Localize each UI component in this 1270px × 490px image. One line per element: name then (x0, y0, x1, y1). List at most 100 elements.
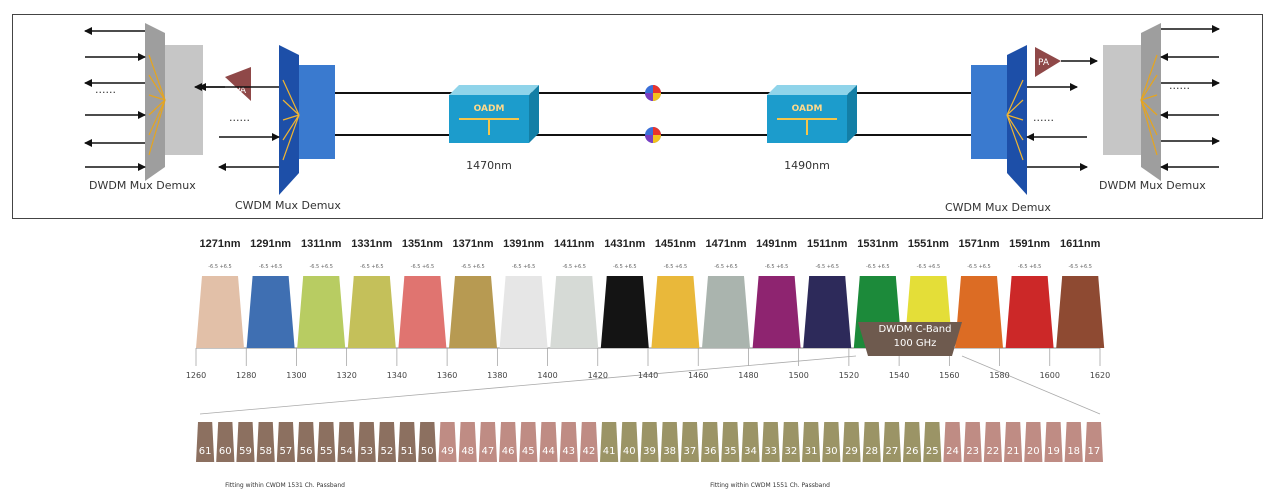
cwdm-spectrum-grid: -6.5 +6.5 -6.5 +6.5 -6.5 +6.5 -6.5 +6.5 -6.5… (0, 228, 1270, 490)
dwdm-channel-29 (842, 422, 861, 462)
dwdm-channel-51 (398, 422, 417, 462)
cwdm-channel-1571nm (955, 276, 1003, 348)
tolerance-label: -6.5 +6.5 (512, 264, 536, 270)
wavelength-label: 1571nm (958, 238, 1000, 250)
dwdm-channel-number: 56 (299, 446, 313, 457)
wavelength-label: 1451nm (654, 238, 696, 250)
dwdm-channel-57 (276, 422, 295, 462)
dwdm-channel-56 (297, 422, 316, 462)
wavelength-label: 1531nm (857, 238, 899, 250)
axis-tick-label: 1320 (336, 371, 357, 380)
dwdm-channel-number: 27 (885, 446, 899, 457)
dwdm-channel-number: 28 (865, 446, 879, 457)
tolerance-label: -6.5 +6.5 (1018, 264, 1042, 270)
dwdm-channel-40 (620, 422, 639, 462)
left-cwdm-mux-demux (198, 45, 335, 195)
dwdm-channel-number: 29 (845, 446, 858, 457)
dwdm-channel-number: 59 (239, 446, 252, 457)
right-dwdm-label: DWDM Mux Demux (1099, 179, 1206, 192)
oadm-right-label: OADM (792, 104, 823, 114)
network-diagram-panel: PA OADM (12, 14, 1263, 219)
dwdm-channel-22 (983, 422, 1002, 462)
dwdm-channel-47 (478, 422, 497, 462)
cwdm-channel-top-band (353, 276, 390, 280)
dwdm-channel-20 (1024, 422, 1043, 462)
tolerance-label: -6.5 +6.5 (866, 264, 890, 270)
cwdm-channel-1591nm (1005, 276, 1054, 348)
cwdm-channel-1311nm (297, 276, 346, 348)
dwdm-channel-58 (256, 422, 275, 462)
dwdm-channel-number: 39 (643, 446, 656, 457)
axis-tick-label: 1580 (989, 371, 1010, 380)
wavelength-label-1470: 1470nm (466, 159, 512, 172)
color-wheel-icon-lower (645, 127, 661, 143)
dwdm-channel-60 (216, 422, 235, 462)
right-cwdm-mux-demux (971, 45, 1088, 195)
wavelength-label: 1291nm (250, 238, 292, 250)
dwdm-channel-17 (1084, 422, 1103, 462)
dwdm-channel-number: 47 (481, 446, 495, 457)
right-dwdm-dots: ...... (1169, 79, 1190, 92)
dwdm-channel-number: 37 (683, 446, 697, 457)
wavelength-label: 1411nm (554, 238, 595, 250)
dwdm-channel-54 (337, 422, 356, 462)
wavelength-label: 1431nm (604, 238, 646, 250)
wavelength-label: 1271nm (199, 238, 241, 250)
dwdm-channel-24 (943, 422, 962, 462)
left-pa-amplifier: PA (194, 67, 251, 101)
dwdm-channel-55 (317, 422, 336, 462)
wavelength-label: 1551nm (907, 238, 949, 250)
dwdm-channel-number: 21 (1006, 446, 1020, 457)
right-dwdm-mux-demux (1103, 23, 1161, 181)
network-diagram-svg: PA OADM (84, 23, 1220, 195)
dwdm-channel-number: 20 (1026, 446, 1040, 457)
oadm-left-label: OADM (474, 104, 505, 114)
axis-tick-label: 1380 (487, 371, 508, 380)
wavelength-label: 1391nm (503, 238, 545, 250)
dwdm-channel-number: 40 (622, 446, 636, 457)
dwdm-channel-number: 26 (905, 446, 919, 457)
dwdm-channel-25 (923, 422, 942, 462)
dwdm-channel-number: 31 (804, 446, 818, 457)
dwdm-channel-28 (862, 422, 881, 462)
dwdm-channel-37 (680, 422, 699, 462)
wavelength-label: 1311nm (301, 238, 342, 250)
cwdm-channel-top-band (1062, 276, 1099, 280)
dwdm-channel-23 (963, 422, 982, 462)
tolerance-label: -6.5 +6.5 (411, 264, 435, 270)
tolerance-label: -6.5 +6.5 (917, 264, 941, 270)
dwdm-channel-44 (539, 422, 558, 462)
cwdm-channel-1471nm (702, 276, 750, 348)
wavelength-label: 1471nm (705, 238, 747, 250)
dwdm-channel-number: 58 (259, 446, 273, 457)
dwdm-c-band-title: DWDM C-Band (878, 324, 952, 335)
cwdm-channel-1351nm (398, 276, 447, 348)
wavelength-label: 1371nm (452, 238, 494, 250)
tolerance-label: -6.5 +6.5 (967, 264, 991, 270)
axis-tick-label: 1440 (637, 371, 659, 380)
left-dwdm-dots: ...... (95, 83, 116, 96)
dwdm-channel-30 (822, 422, 841, 462)
cwdm-channel-1411nm (550, 276, 599, 348)
tolerance-label: -6.5 +6.5 (309, 264, 333, 270)
dwdm-channel-18 (1064, 422, 1083, 462)
cwdm-channel-top-band (505, 276, 542, 280)
funnel-line-right (961, 355, 1101, 415)
left-dwdm-label: DWDM Mux Demux (89, 179, 196, 192)
axis-tick-label: 1620 (1089, 371, 1111, 380)
left-dwdm-fan-lines (148, 54, 166, 156)
cwdm-channel-top-band (809, 276, 846, 280)
wavelength-label: 1331nm (351, 238, 393, 250)
dwdm-channel-42 (579, 422, 598, 462)
dwdm-channel-number: 36 (703, 446, 717, 457)
dwdm-channel-21 (1004, 422, 1023, 462)
dwdm-channel-number: 52 (380, 446, 394, 457)
dwdm-channel-number: 23 (966, 446, 980, 457)
note-1551-passband: Fitting within CWDM 1551 Ch. Passband (710, 482, 830, 489)
dwdm-channel-number: 32 (784, 446, 798, 457)
color-wheel-icon-upper (645, 85, 661, 101)
dwdm-channel-33 (761, 422, 780, 462)
tolerance-label: -6.5 +6.5 (664, 264, 688, 270)
dwdm-channel-number: 35 (723, 446, 737, 457)
axis-tick-label: 1360 (436, 371, 458, 380)
